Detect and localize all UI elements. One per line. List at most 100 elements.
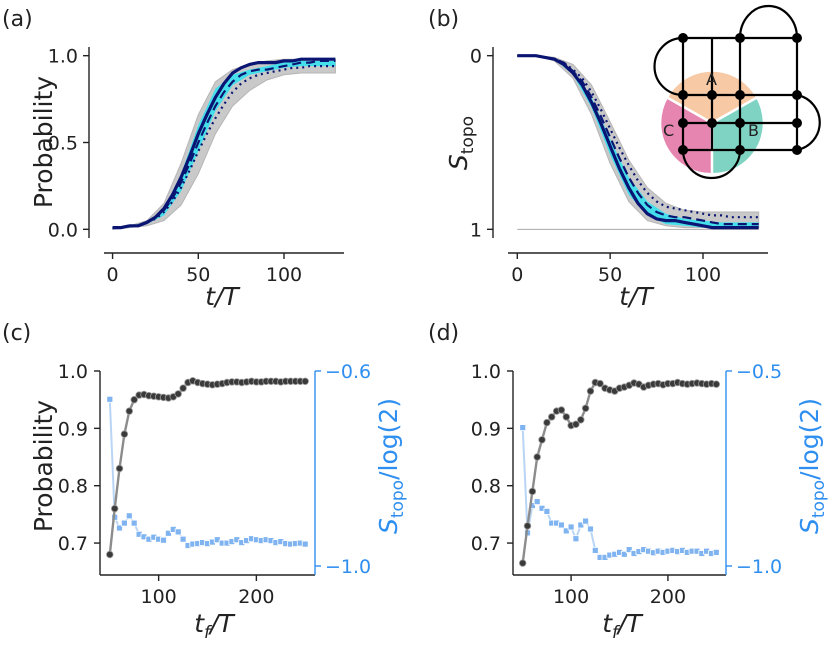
y-tick-label-b-1: 1	[470, 219, 482, 241]
ylabel-a: Probability	[29, 76, 58, 208]
probability-point-c-250	[301, 377, 309, 385]
panel-label-a: (a)	[2, 7, 33, 32]
x-tick-label-a-100: 100	[266, 264, 302, 286]
ylabel-b: Stopo	[444, 116, 478, 170]
entropy-point-d-65	[533, 498, 541, 506]
x-tick-label-b-100: 100	[685, 264, 721, 286]
xlabel-c: tf/T	[194, 609, 235, 643]
probability-point-d-110	[577, 416, 585, 424]
x-tick-label-a-50: 50	[186, 264, 210, 286]
y-tick-label-a-0.0: 0.0	[48, 219, 78, 241]
entropy-point-c-65	[121, 519, 128, 527]
x-tick-label-d-100: 100	[553, 586, 589, 608]
probability-point-d-55	[523, 522, 532, 530]
x-tick-label-b-50: 50	[598, 264, 622, 286]
entropy-point-d-115	[582, 517, 589, 525]
line-probability-c	[108, 379, 306, 555]
probability-point-d-50	[519, 559, 527, 567]
entropy-point-d-125	[591, 547, 599, 554]
ylabel-right-d: Stopo/log(2)	[795, 398, 829, 534]
entropy-point-d-105	[572, 535, 580, 543]
y-tick-label-c-1.0: 1.0	[58, 361, 88, 383]
line-dashed-b	[517, 54, 759, 226]
entropy-point-c-60	[116, 524, 123, 532]
probability-point-d-65	[533, 453, 541, 461]
line-entropy-d	[521, 427, 717, 559]
entropy-point-d-160	[625, 546, 633, 553]
probability-point-d-95	[562, 413, 570, 421]
inset-label-c: C	[663, 121, 674, 140]
y-tick-label-a-1.0: 1.0	[48, 46, 78, 68]
probability-point-c-120	[174, 390, 182, 398]
y-tick-label-right-c-−1.0: −1.0	[325, 556, 371, 578]
inset-lattice-diagram: A B C	[653, 4, 821, 180]
entropy-point-d-100	[567, 523, 575, 531]
y-tick-label-right-d-−0.5: −0.5	[736, 361, 782, 383]
y-tick-label-c-0.8: 0.8	[58, 476, 88, 498]
y-tick-label-d-1.0: 1.0	[471, 361, 501, 383]
entropy-point-c-110	[164, 529, 172, 537]
line-solid-b	[517, 54, 759, 230]
entropy-point-d-90	[558, 521, 565, 529]
probability-point-c-50	[106, 550, 114, 559]
entropy-point-d-75	[543, 507, 551, 515]
ylabel-c: Probability	[29, 400, 58, 532]
line-entropy-c	[108, 399, 306, 547]
y-tick-label-c-0.7: 0.7	[58, 533, 88, 555]
line-solid-a	[112, 57, 336, 230]
entropy-point-d-110	[577, 521, 585, 529]
entropy-point-d-50	[519, 424, 527, 432]
y-tick-label-right-d-−1.0: −1.0	[736, 556, 782, 578]
panel-label-d: (d)	[428, 321, 459, 346]
entropy-point-c-125	[179, 535, 187, 543]
entropy-point-c-105	[160, 536, 167, 544]
y-tick-label-right-c-−0.6: −0.6	[325, 361, 371, 383]
probability-point-c-65	[120, 430, 129, 438]
entropy-point-d-95	[562, 527, 570, 535]
inset-label-b: B	[748, 121, 759, 140]
xlabel-d: tf/T	[602, 609, 643, 643]
panel-label-c: (c)	[2, 321, 31, 346]
panel-label-b: (b)	[428, 7, 459, 32]
x-tick-label-c-100: 100	[141, 586, 177, 608]
probability-point-c-125	[179, 384, 187, 392]
xlabel-b: t/T	[619, 282, 654, 311]
probability-point-c-70	[125, 407, 133, 415]
xlabel-a: t/T	[205, 282, 240, 311]
plot-layer: 0 50 100 0.0 0.5 1.0 0 50 100 0 1 100 200 0.7 0.8 0.9 1.…	[48, 46, 782, 608]
x-tick-label-d-200: 200	[650, 586, 686, 608]
y-tick-label-d-0.9: 0.9	[471, 418, 501, 440]
line-dashed-a	[112, 59, 336, 229]
probability-point-c-55	[110, 504, 119, 513]
entropy-point-c-120	[174, 528, 182, 536]
y-tick-label-d-0.8: 0.8	[471, 476, 501, 498]
ylabel-right-c: Stopo/log(2)	[374, 398, 408, 534]
y-tick-label-d-0.7: 0.7	[471, 533, 501, 555]
y-tick-label-a-0.5: 0.5	[48, 133, 78, 155]
probability-point-d-60	[528, 487, 537, 496]
entropy-point-c-50	[106, 395, 114, 403]
probability-point-d-80	[548, 413, 556, 421]
probability-point-d-120	[586, 387, 595, 395]
line-probability-d	[521, 381, 717, 564]
y-tick-label-c-0.9: 0.9	[58, 418, 88, 440]
entropy-point-d-120	[587, 525, 594, 533]
probability-point-d-250	[712, 380, 720, 388]
entropy-point-c-75	[130, 519, 138, 527]
probability-point-d-115	[581, 404, 590, 412]
probability-point-d-70	[538, 436, 546, 444]
probability-point-d-75	[543, 418, 551, 427]
entropy-point-d-250	[712, 549, 720, 556]
entropy-point-c-250	[301, 540, 309, 548]
probability-point-d-90	[557, 406, 566, 414]
inset-label-a: A	[706, 70, 717, 89]
entropy-point-d-155	[620, 550, 628, 558]
x-tick-label-a-0: 0	[107, 264, 119, 286]
band-cyan-a	[112, 60, 336, 230]
inset-nodes	[678, 33, 802, 155]
probability-point-c-60	[115, 464, 124, 473]
probability-point-d-105	[572, 420, 580, 428]
probability-point-c-75	[130, 396, 138, 404]
x-tick-label-c-200: 200	[238, 586, 274, 608]
